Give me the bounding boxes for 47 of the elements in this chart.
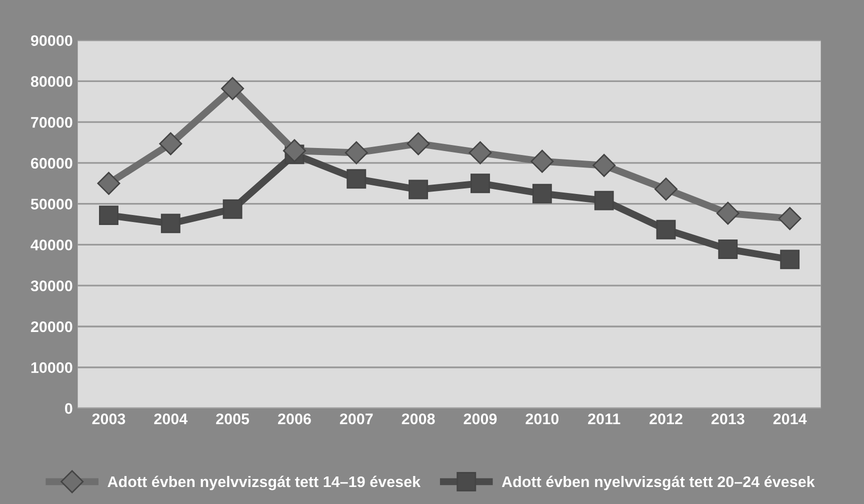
x-tick-label: 2003 [92, 414, 126, 424]
x-tick-label: 2009 [464, 414, 497, 424]
y-tick-label: 40000 [30, 240, 72, 250]
y-tick-label: 50000 [30, 198, 72, 210]
y-tick-label: 90000 [30, 35, 72, 46]
point [346, 169, 366, 189]
x-tick-label: 2013 [711, 414, 744, 424]
point [221, 77, 244, 100]
point [160, 214, 180, 234]
legend-label: Adott évben nyelvvizsgát tett 14–19 évesek [108, 476, 421, 490]
point [530, 150, 554, 173]
point [470, 174, 490, 194]
y-tick-label: 10000 [31, 362, 72, 374]
point [97, 172, 120, 195]
x-tick-label: 2006 [278, 414, 311, 424]
y-tick-label: 80000 [30, 76, 72, 87]
x-tick-label: 2007 [340, 414, 373, 424]
y-tick-label: 20000 [30, 321, 72, 332]
x-tick-label: 2004 [154, 414, 188, 424]
point [594, 190, 614, 210]
point [656, 220, 676, 240]
point [406, 132, 430, 156]
point [282, 139, 306, 162]
point [159, 132, 182, 156]
point [780, 250, 800, 270]
point [778, 207, 802, 230]
x-tick-label: 2011 [588, 414, 620, 424]
y-tick-label: 30000 [30, 280, 72, 292]
point [654, 178, 678, 201]
point [344, 141, 368, 164]
y-tick-label: 70000 [31, 116, 72, 128]
y-tick-label: 0 [65, 403, 72, 414]
x-tick-label: 2005 [216, 414, 250, 424]
x-tick-label: 2008 [402, 414, 435, 424]
x-tick-label: 2012 [650, 414, 682, 424]
x-tick-label: 2014 [773, 414, 807, 424]
point [408, 180, 428, 200]
point [716, 202, 740, 225]
point [592, 154, 616, 177]
point [532, 184, 552, 204]
legend-label: Adott évben nyelvvizsgát tett 20–24 évesek [502, 476, 815, 490]
y-tick-label: 60000 [30, 158, 72, 169]
x-tick-label: 2010 [526, 414, 559, 424]
point [468, 141, 492, 164]
point [222, 199, 242, 219]
point [98, 206, 118, 226]
point [718, 239, 738, 259]
